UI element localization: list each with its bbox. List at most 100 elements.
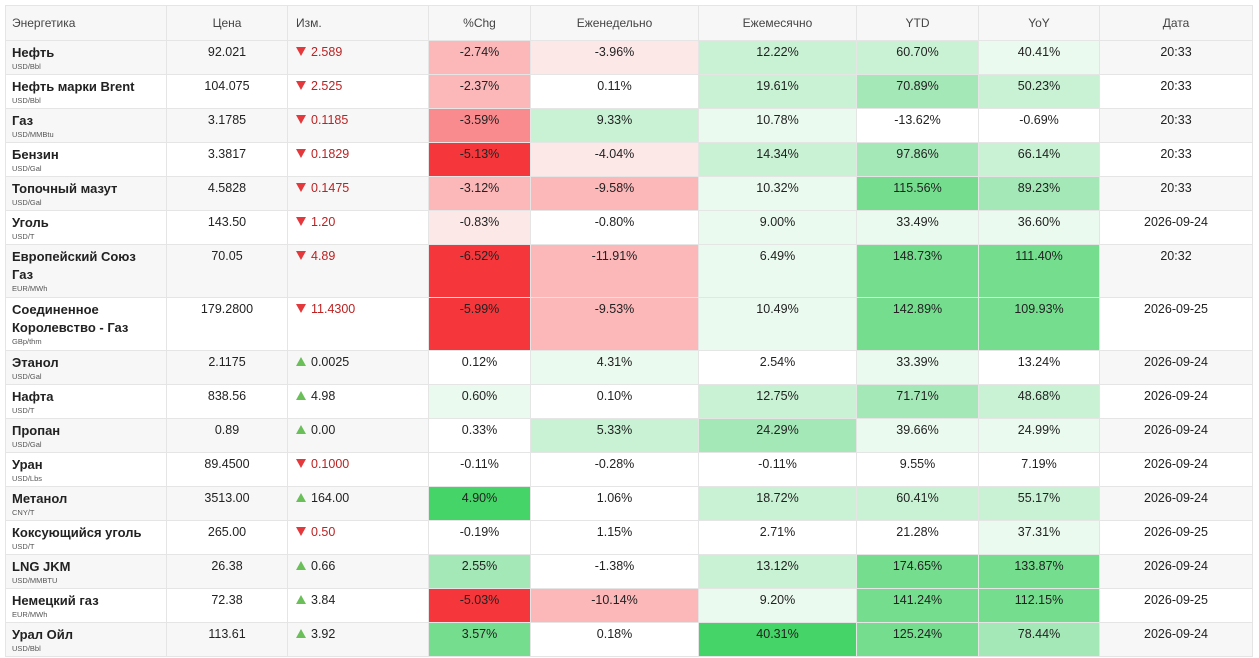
date-cell: 2026-09-24: [1099, 486, 1253, 521]
commodity-cell[interactable]: LNG JKM USD/MMBTU: [5, 554, 167, 589]
header-date[interactable]: Дата: [1099, 5, 1253, 41]
table-row[interactable]: Европейский Союз Газ EUR/MWh 70.05 4.89 -6.5…: [5, 244, 1253, 298]
commodity-name[interactable]: Европейский Союз Газ: [12, 249, 136, 282]
energy-quotes-table: Энергетика Цена Изм. %Chg Еженедельно Еж…: [5, 5, 1253, 657]
table-row[interactable]: Уголь USD/T 143.50 1.20 -0.83% -0.80% 9.00% 33.…: [5, 210, 1253, 245]
commodity-cell[interactable]: Бензин USD/Gal: [5, 142, 167, 177]
table-row[interactable]: Этанол USD/Gal 2.1175 0.0025 0.12% 4.31% 2.54%…: [5, 350, 1253, 385]
price-cell: 838.56: [166, 384, 288, 419]
header-price[interactable]: Цена: [166, 5, 288, 41]
monthly-cell: 6.49%: [698, 244, 857, 298]
commodity-cell[interactable]: Нефть USD/Bbl: [5, 40, 167, 75]
table-row[interactable]: Нафта USD/T 838.56 4.98 0.60% 0.10% 12.75% 71.7…: [5, 384, 1253, 419]
weekly-cell: -10.14%: [530, 588, 699, 623]
header-weekly[interactable]: Еженедельно: [530, 5, 699, 41]
table-row[interactable]: Метанол CNY/T 3513.00 164.00 4.90% 1.06% 18.72…: [5, 486, 1253, 521]
table-row[interactable]: Соединенное Королевство - Газ GBp/thm 179.…: [5, 297, 1253, 351]
commodity-name[interactable]: Коксующийся уголь: [12, 525, 142, 540]
table-row[interactable]: Нефть марки Brent USD/Bbl 104.075 2.525 -2.3…: [5, 74, 1253, 109]
commodity-cell[interactable]: Немецкий газ EUR/MWh: [5, 588, 167, 623]
change-value: 164.00: [311, 491, 350, 505]
pct-change-cell: 0.33%: [428, 418, 531, 453]
weekly-cell: 1.15%: [530, 520, 699, 555]
header-pct-change[interactable]: %Chg: [428, 5, 531, 41]
commodity-name[interactable]: Этанол: [12, 355, 59, 370]
monthly-cell: 10.78%: [698, 108, 857, 143]
monthly-cell: 12.22%: [698, 40, 857, 75]
header-change[interactable]: Изм.: [287, 5, 429, 41]
header-category[interactable]: Энергетика: [5, 5, 167, 41]
commodity-unit: USD/MMBTU: [12, 576, 58, 585]
change-cell: 11.4300: [287, 297, 429, 351]
price-cell: 2.1175: [166, 350, 288, 385]
weekly-cell: -0.80%: [530, 210, 699, 245]
triangle-down-icon: [296, 81, 306, 91]
commodity-unit: USD/Gal: [12, 372, 42, 381]
commodity-cell[interactable]: Нафта USD/T: [5, 384, 167, 419]
triangle-up-icon: [296, 493, 306, 503]
commodity-name[interactable]: LNG JKM: [12, 559, 71, 574]
commodity-unit: EUR/MWh: [12, 610, 48, 619]
commodity-name[interactable]: Немецкий газ: [12, 593, 99, 608]
triangle-up-icon: [296, 561, 306, 571]
change-value: 2.525: [311, 79, 343, 93]
ytd-cell: 9.55%: [856, 452, 979, 487]
change-value: 0.1000: [311, 457, 350, 471]
commodity-name[interactable]: Уран: [12, 457, 43, 472]
commodity-name[interactable]: Топочный мазут: [12, 181, 118, 196]
commodity-cell[interactable]: Метанол CNY/T: [5, 486, 167, 521]
table-row[interactable]: Урал Ойл USD/Bbl 113.61 3.92 3.57% 0.18% 40.31…: [5, 622, 1253, 657]
commodity-name[interactable]: Газ: [12, 113, 34, 128]
change-cell: 4.89: [287, 244, 429, 298]
change-value: 2.589: [311, 45, 343, 59]
pct-change-cell: -3.12%: [428, 176, 531, 211]
commodity-cell[interactable]: Газ USD/MMBtu: [5, 108, 167, 143]
yoy-cell: 24.99%: [978, 418, 1100, 453]
header-yoy[interactable]: YoY: [978, 5, 1100, 41]
table-row[interactable]: Коксующийся уголь USD/T 265.00 0.50 -0.19% 1.…: [5, 520, 1253, 555]
commodity-cell[interactable]: Топочный мазут USD/Gal: [5, 176, 167, 211]
pct-change-cell: -5.13%: [428, 142, 531, 177]
commodity-name[interactable]: Уголь: [12, 215, 49, 230]
header-ytd[interactable]: YTD: [856, 5, 979, 41]
table-row[interactable]: Топочный мазут USD/Gal 4.5828 0.1475 -3.12% -…: [5, 176, 1253, 211]
price-cell: 265.00: [166, 520, 288, 555]
triangle-down-icon: [296, 183, 306, 193]
table-row[interactable]: Пропан USD/Gal 0.89 0.00 0.33% 5.33% 24.29% 39.…: [5, 418, 1253, 453]
table-row[interactable]: Бензин USD/Gal 3.3817 0.1829 -5.13% -4.04% 14.…: [5, 142, 1253, 177]
commodity-name[interactable]: Нефть: [12, 45, 55, 60]
date-cell: 20:32: [1099, 244, 1253, 298]
ytd-cell: 142.89%: [856, 297, 979, 351]
pct-change-cell: -2.37%: [428, 74, 531, 109]
table-row[interactable]: Немецкий газ EUR/MWh 72.38 3.84 -5.03% -10.14…: [5, 588, 1253, 623]
weekly-cell: 5.33%: [530, 418, 699, 453]
date-cell: 20:33: [1099, 74, 1253, 109]
commodity-name[interactable]: Соединенное Королевство - Газ: [12, 302, 129, 335]
price-cell: 3.1785: [166, 108, 288, 143]
commodity-cell[interactable]: Коксующийся уголь USD/T: [5, 520, 167, 555]
commodity-cell[interactable]: Нефть марки Brent USD/Bbl: [5, 74, 167, 109]
commodity-name[interactable]: Нафта: [12, 389, 54, 404]
monthly-cell: 10.32%: [698, 176, 857, 211]
commodity-name[interactable]: Бензин: [12, 147, 59, 162]
table-row[interactable]: Уран USD/Lbs 89.4500 0.1000 -0.11% -0.28% -0.1…: [5, 452, 1253, 487]
commodity-cell[interactable]: Пропан USD/Gal: [5, 418, 167, 453]
table-row[interactable]: Нефть USD/Bbl 92.021 2.589 -2.74% -3.96% 12.22…: [5, 40, 1253, 75]
header-monthly[interactable]: Ежемесячно: [698, 5, 857, 41]
commodity-name[interactable]: Метанол: [12, 491, 68, 506]
price-cell: 3.3817: [166, 142, 288, 177]
commodity-cell[interactable]: Этанол USD/Gal: [5, 350, 167, 385]
commodity-cell[interactable]: Европейский Союз Газ EUR/MWh: [5, 244, 167, 298]
table-row[interactable]: Газ USD/MMBtu 3.1785 0.1185 -3.59% 9.33% 10.78…: [5, 108, 1253, 143]
monthly-cell: 24.29%: [698, 418, 857, 453]
table-row[interactable]: LNG JKM USD/MMBTU 26.38 0.66 2.55% -1.38% 13.1…: [5, 554, 1253, 589]
commodity-cell[interactable]: Соединенное Королевство - Газ GBp/thm: [5, 297, 167, 351]
commodity-cell[interactable]: Уголь USD/T: [5, 210, 167, 245]
commodity-name[interactable]: Пропан: [12, 423, 61, 438]
commodity-name[interactable]: Урал Ойл: [12, 627, 73, 642]
commodity-cell[interactable]: Уран USD/Lbs: [5, 452, 167, 487]
commodity-cell[interactable]: Урал Ойл USD/Bbl: [5, 622, 167, 657]
commodity-name[interactable]: Нефть марки Brent: [12, 79, 135, 94]
weekly-cell: 0.18%: [530, 622, 699, 657]
pct-change-cell: 4.90%: [428, 486, 531, 521]
